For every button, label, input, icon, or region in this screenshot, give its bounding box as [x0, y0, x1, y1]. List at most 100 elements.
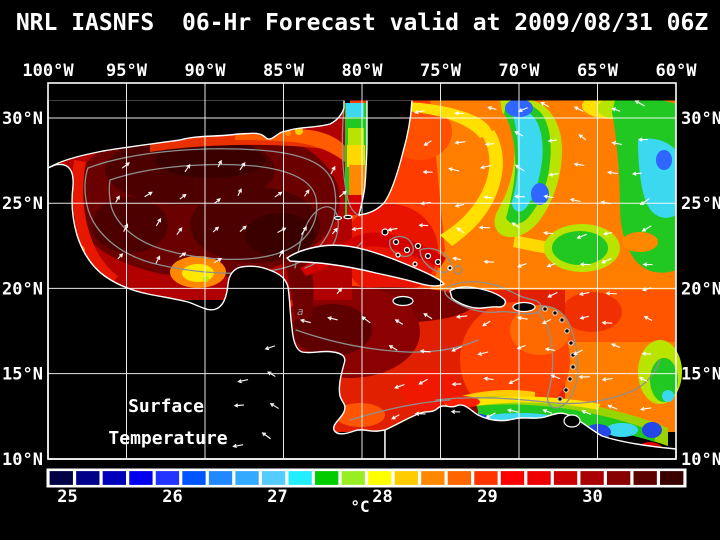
wind-arrow — [484, 142, 495, 147]
wind-arrow — [480, 164, 492, 170]
wind-arrow — [601, 258, 612, 264]
wind-arrow — [332, 227, 338, 235]
wind-arrow — [264, 345, 276, 351]
wind-arrow — [176, 227, 183, 235]
latitude-axis-left: 30°N 25°N 20°N 15°N 10°N — [2, 109, 43, 470]
wind-arrow — [576, 233, 587, 239]
graticule — [48, 83, 676, 459]
colorbar-cell — [525, 469, 553, 487]
lon-tick-label: 85°W — [263, 61, 305, 81]
wind-arrow — [422, 170, 433, 175]
wind-arrow — [641, 287, 652, 292]
colorbar-cell — [578, 469, 606, 487]
wind-arrow — [482, 320, 491, 327]
colorbar-cell — [393, 469, 420, 487]
latitude-axis-right: 30°N 25°N 20°N 15°N 10°N — [681, 109, 720, 470]
colorbar-tick-labels: 25 26 27 28 29 30 — [57, 487, 602, 507]
wind-arrow — [456, 227, 465, 234]
plot-title: NRL IASNFS 06-Hr Forecast valid at 2009/… — [16, 10, 709, 36]
wind-arrow — [483, 259, 495, 264]
wind-arrow — [179, 252, 187, 258]
wind-arrow — [578, 374, 591, 379]
wind-arrow — [184, 163, 191, 172]
colorbar-tick-label: 30 — [582, 487, 602, 507]
colorbar-cell — [552, 469, 579, 487]
colorbar-cell — [419, 469, 447, 487]
wind-arrow — [605, 291, 617, 296]
land-cuba — [286, 244, 445, 287]
map-frame — [47, 82, 677, 460]
wind-arrow — [540, 102, 549, 108]
wind-arrow — [213, 198, 221, 204]
wind-arrow — [477, 351, 489, 356]
wind-arrow — [388, 345, 398, 351]
wind-arrow — [214, 257, 223, 264]
wind-arrow — [638, 377, 648, 382]
colorbar-cell — [233, 469, 261, 487]
wind-arrow — [414, 411, 426, 416]
annotation-surface: Surface — [128, 396, 204, 417]
wind-arrow — [483, 195, 493, 200]
colorbar-cell — [286, 469, 314, 487]
wind-arrow — [516, 345, 526, 350]
wind-arrow — [420, 201, 431, 206]
wind-arrow — [279, 249, 284, 258]
wind-arrow — [546, 263, 556, 268]
wind-arrow — [579, 315, 589, 320]
colorbar-cell — [207, 469, 234, 487]
land-south-america — [384, 404, 677, 460]
lat-tick-label-right: 20°N — [681, 279, 720, 299]
colorbar-tick-label: 27 — [267, 487, 287, 507]
land-hispaniola — [449, 286, 507, 309]
wind-arrow — [391, 414, 400, 420]
wind-arrow — [487, 106, 497, 110]
wind-arrow — [274, 191, 283, 198]
wind-arrow — [640, 406, 652, 411]
colorbar-cell — [658, 469, 686, 487]
colorbar-cell — [631, 469, 659, 487]
colorbar-tick-label: 25 — [57, 487, 77, 507]
colorbar-cell — [74, 469, 102, 487]
land-trinidad — [563, 414, 581, 428]
colorbar: 25 26 27 28 29 30 °C — [46, 468, 687, 516]
landmasses — [47, 99, 677, 460]
lat-tick-label-left: 30°N — [2, 109, 43, 129]
lat-tick-label-left: 10°N — [2, 450, 43, 470]
wind-arrow — [638, 137, 648, 142]
wind-arrow — [547, 138, 558, 143]
wind-arrow — [517, 107, 528, 113]
wind-arrow — [330, 165, 336, 175]
lat-tick-label-left: 15°N — [2, 365, 43, 385]
wind-arrow — [517, 263, 527, 268]
wind-arrow — [547, 292, 558, 298]
wind-arrow — [600, 200, 612, 205]
land-puerto-rico — [512, 301, 536, 313]
wind-arrow — [299, 318, 311, 324]
colorbar-cell — [313, 469, 340, 487]
wind-arrow — [514, 194, 526, 199]
wind-arrow — [643, 316, 653, 321]
wind-arrow — [418, 223, 429, 228]
wind-arrow — [550, 374, 561, 380]
wind-arrow — [121, 162, 130, 169]
wind-arrow — [642, 262, 653, 267]
wind-arrow — [581, 410, 592, 415]
wind-arrow — [511, 222, 520, 229]
land-jamaica — [392, 295, 414, 307]
wind-arrow — [639, 198, 650, 206]
wind-arrow — [578, 134, 587, 141]
longitude-axis: 100°W 95°W 90°W 85°W 80°W 75°W 70°W 65°W 60°W — [22, 61, 697, 81]
wind-arrow — [611, 141, 622, 146]
lon-tick-label: 90°W — [185, 61, 227, 81]
wind-arrow — [117, 253, 124, 260]
wind-arrow — [418, 378, 428, 385]
wind-arrow — [277, 227, 287, 233]
wind-arrow — [336, 287, 343, 295]
lat-tick-label-right: 30°N — [681, 109, 720, 129]
wind-arrow — [394, 319, 404, 325]
wind-arrow — [144, 191, 153, 198]
colorbar-cell — [127, 469, 155, 487]
wind-arrow — [548, 172, 559, 177]
